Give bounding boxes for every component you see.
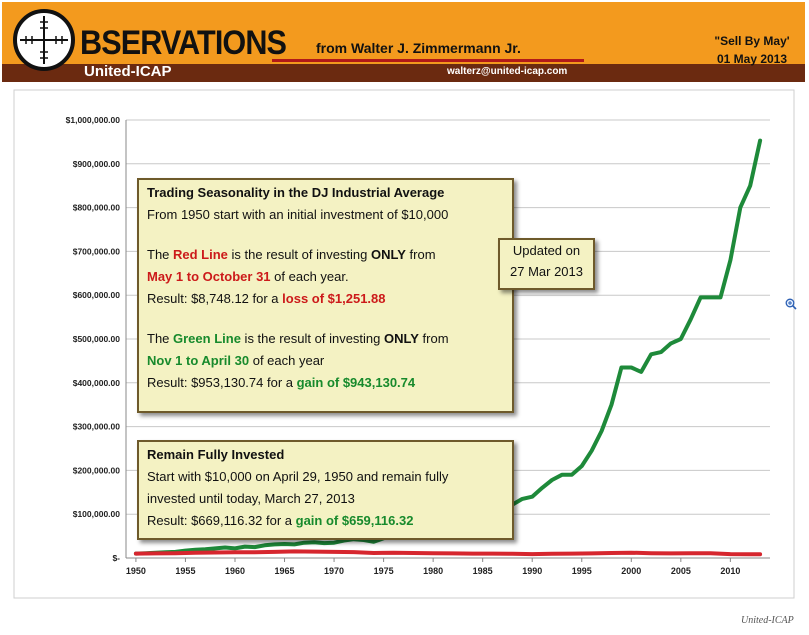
brand-subtitle: United-ICAP xyxy=(84,63,172,80)
y-tick-label: $1,000,000.00 xyxy=(66,115,121,125)
updated-date: 27 Mar 2013 xyxy=(510,264,583,279)
y-tick-label: $700,000.00 xyxy=(73,246,121,256)
y-tick-label: $900,000.00 xyxy=(73,159,121,169)
updated-label: Updated on xyxy=(512,243,581,258)
red-line-label: Red Line xyxy=(173,247,228,262)
sell-by-date: 01 May 2013 xyxy=(716,52,788,66)
sell-by-title: "Sell By May' xyxy=(714,34,790,48)
y-tick-label: $800,000.00 xyxy=(73,203,121,213)
green-line-result: Result: $953,130.74 for a gain of $943,1… xyxy=(147,375,416,390)
green-line-period: Nov 1 to April 30 of each year xyxy=(147,353,325,368)
callout-intro: From 1950 start with an initial investme… xyxy=(147,207,449,222)
x-tick-label: 1980 xyxy=(423,566,443,576)
image-credit: United-ICAP xyxy=(741,615,794,626)
y-tick-label: $600,000.00 xyxy=(73,290,121,300)
fully-invested-callout: Remain Fully Invested Start with $10,000… xyxy=(137,440,514,540)
y-tick-label: $- xyxy=(112,553,120,563)
red-line-period: May 1 to October 31 of each year. xyxy=(147,269,349,284)
red-line-description: The Red Line is the result of investing … xyxy=(147,247,436,262)
author-line: from Walter J. Zimmermann Jr. xyxy=(316,40,521,56)
invested-line1: Start with $10,000 on April 29, 1950 and… xyxy=(147,469,449,484)
crosshair-logo-icon xyxy=(13,9,75,71)
x-tick-label: 1990 xyxy=(522,566,542,576)
series-line-red-line xyxy=(133,549,763,557)
chart-area: $- $100,000.00 $200,000.00 $300,000.00 $400,… xyxy=(0,88,809,608)
x-tick-label: 2005 xyxy=(671,566,691,576)
banner-strip xyxy=(2,64,805,82)
x-tick-label: 1955 xyxy=(175,566,195,576)
x-tick-label: 1960 xyxy=(225,566,245,576)
updated-callout: Updated on 27 Mar 2013 xyxy=(498,238,595,290)
y-tick-label: $100,000.00 xyxy=(73,509,121,519)
y-tick-label: $300,000.00 xyxy=(73,422,121,432)
seasonality-callout: Trading Seasonality in the DJ Industrial… xyxy=(137,178,514,413)
x-tick-label: 1975 xyxy=(374,566,394,576)
invested-title: Remain Fully Invested xyxy=(147,447,285,462)
zoom-in-icon[interactable] xyxy=(785,298,797,310)
red-line-result: Result: $8,748.12 for a loss of $1,251.8… xyxy=(147,291,386,306)
callout-title: Trading Seasonality in the DJ Industrial… xyxy=(147,185,445,200)
y-tick-label: $400,000.00 xyxy=(73,378,121,388)
x-tick-label: 1985 xyxy=(473,566,493,576)
x-tick-label: 1965 xyxy=(275,566,295,576)
header-rule xyxy=(272,59,584,62)
header-banner: BSERVATIONS United-ICAP from Walter J. Z… xyxy=(2,2,805,82)
invested-result: Result: $669,116.32 for a gain of $659,1… xyxy=(147,513,414,528)
sell-by-note: "Sell By May' 01 May 2013 xyxy=(702,32,802,68)
brand-wordmark: BSERVATIONS xyxy=(80,24,287,62)
x-tick-label: 2010 xyxy=(720,566,740,576)
green-line-label: Green Line xyxy=(173,331,241,346)
green-line-description: The Green Line is the result of investin… xyxy=(147,331,449,346)
y-tick-label: $500,000.00 xyxy=(73,334,121,344)
author-email: walterz@united-icap.com xyxy=(447,66,568,77)
y-tick-label: $200,000.00 xyxy=(73,465,121,475)
invested-line2: invested until today, March 27, 2013 xyxy=(147,491,355,506)
x-tick-label: 2000 xyxy=(621,566,641,576)
x-tick-label: 1995 xyxy=(572,566,592,576)
x-tick-label: 1950 xyxy=(126,566,146,576)
x-tick-label: 1970 xyxy=(324,566,344,576)
